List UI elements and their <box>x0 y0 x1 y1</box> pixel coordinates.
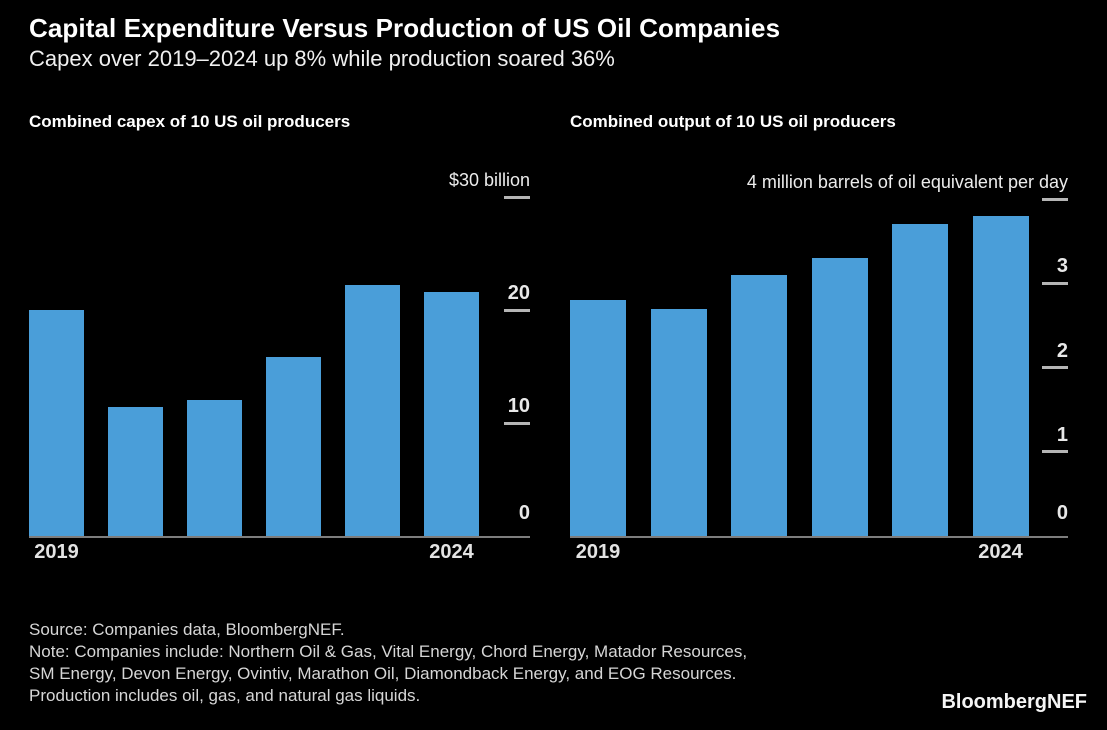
y-tick-dash-10 <box>504 421 530 425</box>
y-tick-dash-3 <box>1042 281 1068 285</box>
y-tick-dash-20 <box>504 308 530 312</box>
note-line-2: SM Energy, Devon Energy, Ovintiv, Marath… <box>29 664 737 683</box>
bar-2019 <box>29 310 84 536</box>
capex-plot-area: $30 billion 20 10 0 <box>29 160 530 538</box>
output-plot-area: 4 million barrels of oil equivalent per … <box>570 160 1068 538</box>
output-chart-title: Combined output of 10 US oil producers <box>570 112 896 131</box>
bar-2023 <box>892 224 948 536</box>
capex-x-axis-labels: 2019 2024 <box>29 541 530 567</box>
footer-notes: Source: Companies data, BloombergNEF. No… <box>29 619 747 707</box>
x-axis-label-2019: 2019 <box>575 541 621 563</box>
bar-2021 <box>731 274 787 536</box>
y-tick-label-0: 0 <box>518 502 530 524</box>
page-subtitle: Capex over 2019–2024 up 8% while product… <box>29 46 615 71</box>
bloombergnef-logo: BloombergNEF <box>941 691 1087 713</box>
y-tick-label-20: 20 <box>507 282 530 304</box>
y-tick-dash-4 <box>1042 197 1068 201</box>
y-tick-label-0: 0 <box>1056 502 1068 524</box>
source-line: Source: Companies data, BloombergNEF. <box>29 620 345 639</box>
output-chart: 4 million barrels of oil equivalent per … <box>570 160 1068 567</box>
note-line-1: Note: Companies include: Northern Oil & … <box>29 642 748 661</box>
bar-2024 <box>972 215 1029 536</box>
y-tick-label-2: 2 <box>1056 339 1068 362</box>
bar-2023 <box>345 285 400 536</box>
page-title: Capital Expenditure Versus Production of… <box>29 13 781 43</box>
y-tick-dash-30 <box>504 195 530 199</box>
bar-2019 <box>570 300 626 536</box>
output-x-axis-labels: 2019 2024 <box>570 541 1068 567</box>
bar-2024 <box>424 291 479 536</box>
note-line-3: Production includes oil, gas, and natura… <box>29 686 421 705</box>
bar-2020 <box>650 308 707 536</box>
x-axis-label-2024: 2024 <box>978 541 1023 563</box>
y-axis-unit-label: 4 million barrels of oil equivalent per … <box>746 172 1068 192</box>
bar-2022 <box>266 357 321 536</box>
y-axis-unit-label: $30 billion <box>448 170 530 190</box>
y-tick-dash-2 <box>1042 366 1068 369</box>
capex-chart-title: Combined capex of 10 US oil producers <box>29 112 351 131</box>
bar-2022 <box>811 257 868 536</box>
capex-chart: $30 billion 20 10 0 2019 2024 <box>29 160 530 567</box>
y-tick-label-3: 3 <box>1056 255 1068 278</box>
bar-2021 <box>187 400 242 536</box>
x-axis-label-2019: 2019 <box>34 541 79 563</box>
y-tick-label-10: 10 <box>507 395 530 417</box>
x-axis-label-2024: 2024 <box>429 541 474 563</box>
y-tick-dash-1 <box>1042 450 1068 454</box>
y-tick-label-1: 1 <box>1056 423 1068 446</box>
bar-2020 <box>108 407 163 536</box>
